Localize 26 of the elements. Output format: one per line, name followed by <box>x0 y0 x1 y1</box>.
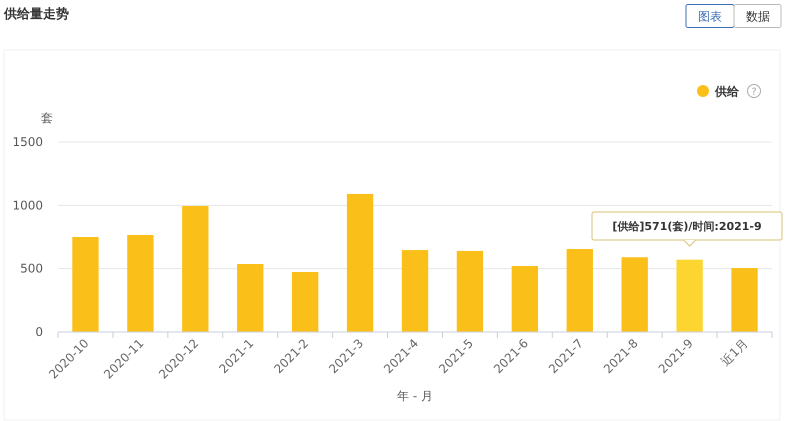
x-axis-title: 年 - 月 <box>397 389 433 403</box>
x-tick-label: 近1月 <box>718 336 751 368</box>
chart-title: 供给量走势 <box>3 6 69 22</box>
bar <box>237 264 264 332</box>
bar <box>456 250 484 332</box>
bar <box>402 250 428 332</box>
bar <box>346 194 374 332</box>
bar <box>182 206 208 332</box>
help-icon: ? <box>747 84 761 98</box>
bar <box>676 260 703 332</box>
y-tick-label: 500 <box>20 262 43 276</box>
legend-label: 供给 <box>714 84 740 98</box>
y-tick-label: 1000 <box>12 198 43 212</box>
bar <box>622 257 648 332</box>
bar <box>512 266 538 332</box>
bar <box>292 272 318 332</box>
toggle-button: 数据 <box>734 4 782 28</box>
annotation: [供给]571(套)/时间:2021-9 <box>612 220 762 233</box>
bar <box>566 249 593 332</box>
y-tick-label: 1500 <box>12 135 43 149</box>
y-tick-label: 0 <box>35 325 43 339</box>
bar <box>731 268 758 332</box>
bar <box>72 237 99 332</box>
y-axis-title: 套 <box>41 111 53 125</box>
bar <box>127 234 154 332</box>
toggle-button: 图表 <box>686 4 734 28</box>
